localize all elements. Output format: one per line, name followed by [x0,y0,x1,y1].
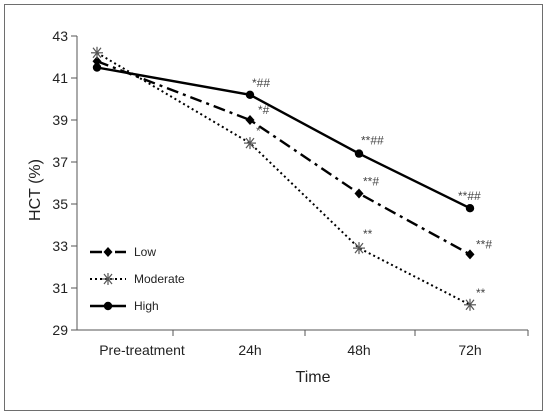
y-tick-label: 31 [52,280,68,296]
series-line [96,60,471,256]
circle-marker [354,149,364,158]
circle-marker [465,204,475,213]
legend-item-low: Low [90,245,156,259]
asterisk-marker [464,298,476,311]
circle-marker [92,63,102,72]
significance-label: **# [363,175,379,189]
x-tick-label: 24h [238,342,261,358]
y-tick-label: 41 [52,70,68,86]
circle-marker [103,301,113,311]
significance-label: *## [252,76,270,90]
series-line [96,66,471,210]
significance-label: **# [476,237,492,251]
circle-marker [245,90,255,100]
y-tick-label: 39 [52,112,68,128]
x-tick-label: Pre-treatment [99,342,185,358]
legend-label: Moderate [134,272,185,286]
asterisk-marker [102,273,114,285]
legend-item-moderate: Moderate [90,272,185,286]
significance-label: **## [458,189,481,203]
y-tick-label: 33 [52,238,68,254]
significance-label: ** [363,227,373,241]
series-layer: *#**#**#******##**##**## [91,46,492,311]
series-line [96,51,471,306]
asterisk-marker [244,137,256,150]
legend-label: High [134,299,159,313]
significance-label: ** [476,286,486,300]
diamond-marker [465,249,475,260]
asterisk-marker [353,242,365,255]
series-high: *## **## **## [92,63,481,213]
significance-label: * [256,124,261,138]
x-axis-title: Time [296,369,331,386]
legend-label: Low [134,245,156,259]
diamond-marker [103,247,113,257]
diamond-marker [245,115,255,125]
y-tick-label: 35 [52,196,68,212]
diamond-marker [92,56,102,67]
series-moderate: ***** [91,46,486,311]
y-axis-title: HCT (%) [27,159,44,221]
chart-frame [4,4,543,411]
axes: 29 31 33 35 37 39 41 43 Pre-treatment 24h 48h 72h [52,28,529,358]
y-tick-label: 29 [52,322,68,338]
y-tick-label: 37 [52,154,68,170]
diamond-marker [354,188,364,199]
series-low: *# **# **# [92,56,492,260]
significance-label: *# [258,103,270,117]
y-tick-label: 43 [52,28,68,44]
legend: Low Moderate High [90,245,185,313]
legend-item-high: High [90,299,159,313]
x-tick-label: 72h [458,342,481,358]
significance-label: **## [361,134,384,148]
x-tick-label: 48h [347,342,370,358]
asterisk-marker [91,46,103,59]
